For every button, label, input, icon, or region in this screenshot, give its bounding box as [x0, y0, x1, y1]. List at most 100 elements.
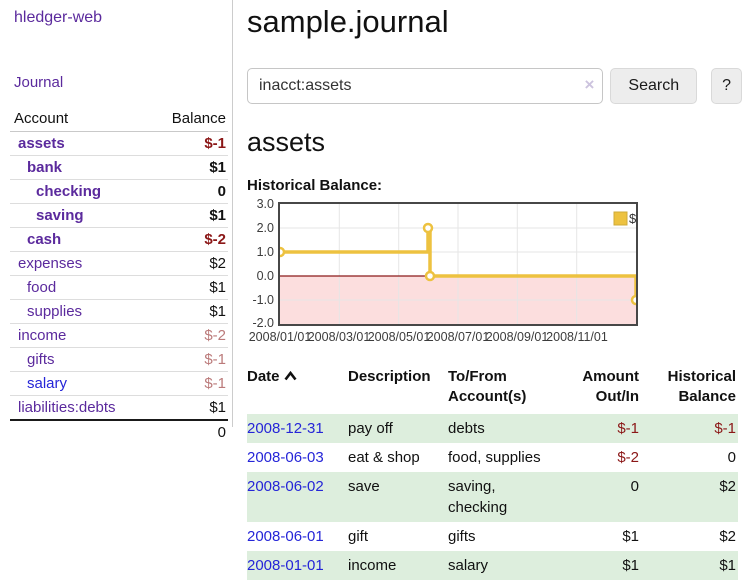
x-axis-tick: 2008/11/01	[546, 330, 608, 344]
transaction-balance: $-1	[714, 419, 736, 437]
register-row: 2008-06-02 save saving, checking 0 $2	[247, 471, 738, 522]
transaction-description: save	[348, 477, 380, 495]
transaction-description: gift	[348, 527, 369, 545]
account-link-assets[interactable]: assets	[18, 135, 65, 152]
transaction-amount: $-2	[617, 448, 639, 466]
accounts-total-value: 0	[149, 419, 228, 444]
main-content: sample.journal × Search ? assets Histori…	[247, 0, 742, 580]
account-balance: $-2	[149, 323, 228, 348]
register-row: 2008-01-01 income salary $1 $1	[247, 550, 738, 580]
legend-label: $	[629, 211, 636, 226]
column-header-description[interactable]: Description	[348, 368, 431, 385]
column-header-date[interactable]: Date	[247, 365, 348, 414]
legend-swatch	[613, 211, 628, 226]
accounts-header-row: Account Balance	[10, 107, 228, 132]
account-row-supplies: supplies $1	[10, 299, 228, 324]
account-link-expenses[interactable]: expenses	[18, 255, 83, 272]
chart-title: Historical Balance:	[247, 177, 383, 194]
account-link-supplies[interactable]: supplies	[27, 303, 83, 320]
accounts-header-balance: Balance	[149, 107, 228, 132]
account-link-checking[interactable]: checking	[36, 183, 102, 200]
transaction-description: eat & shop	[348, 448, 420, 466]
account-row-assets: assets $-1	[10, 131, 228, 156]
account-row-income: income $-2	[10, 323, 228, 348]
x-axis-tick: 2008/01/01	[248, 330, 312, 344]
account-row-cash: cash $-2	[10, 227, 228, 252]
transaction-date-link[interactable]: 2008-01-01	[247, 556, 324, 574]
account-link-liabilities-debts[interactable]: liabilities:debts	[18, 399, 116, 416]
accounts-header-account: Account	[10, 107, 150, 132]
account-link-cash[interactable]: cash	[27, 231, 62, 248]
transaction-balance: $2	[719, 477, 736, 495]
y-axis-tick: 1.0	[256, 245, 274, 259]
x-axis-tick: 2008/05/01	[367, 330, 431, 344]
account-balance: $-1	[149, 371, 228, 396]
sidebar-divider	[232, 0, 233, 427]
transaction-amount: 0	[630, 477, 639, 495]
historical-balance-chart: 3.0 2.0 1.0 0.0 -1.0 -2.0	[247, 197, 742, 348]
account-row-expenses: expenses $2	[10, 251, 228, 276]
account-row-saving: saving $1	[10, 203, 228, 228]
account-row-salary: salary $-1	[10, 371, 228, 396]
y-axis-tick: -1.0	[252, 293, 274, 307]
account-balance: $-1	[149, 131, 228, 156]
account-balance: $1	[149, 203, 228, 228]
transaction-accounts: saving, checking	[448, 477, 508, 516]
transaction-accounts: salary	[448, 556, 489, 574]
account-row-liabilities-debts: liabilities:debts $1	[10, 395, 228, 421]
account-row-gifts: gifts $-1	[10, 347, 228, 372]
column-header-accounts[interactable]: To/From Account(s)	[448, 368, 527, 406]
y-axis-tick: 3.0	[256, 197, 274, 211]
account-balance: $1	[149, 299, 228, 324]
register-table: Date Description To/From Account(s) Amou…	[247, 365, 738, 580]
account-balance: $-2	[149, 227, 228, 252]
page-title: sample.journal	[247, 4, 449, 39]
account-balance: $1	[149, 395, 228, 421]
transaction-description: pay off	[348, 419, 393, 437]
transaction-date-link[interactable]: 2008-06-02	[247, 477, 324, 495]
account-row-bank: bank $1	[10, 155, 228, 180]
x-axis-tick: 2008/09/01	[485, 330, 549, 344]
account-balance: $2	[149, 251, 228, 276]
account-link-salary[interactable]: salary	[27, 375, 68, 392]
transaction-balance: $2	[719, 527, 736, 545]
transaction-date-link[interactable]: 2008-06-03	[247, 448, 324, 466]
y-axis-tick: -2.0	[252, 316, 274, 330]
account-balance: $1	[149, 155, 228, 180]
transaction-amount: $-1	[617, 419, 639, 437]
x-axis-tick: 2008/07/01	[426, 330, 490, 344]
account-link-bank[interactable]: bank	[27, 159, 63, 176]
x-axis-tick: 2008/03/01	[307, 330, 371, 344]
transaction-accounts: debts	[448, 419, 485, 437]
transaction-amount: $1	[622, 556, 639, 574]
y-axis-tick: 2.0	[256, 221, 274, 235]
account-link-income[interactable]: income	[18, 327, 67, 344]
search-input[interactable]	[247, 68, 604, 104]
transaction-date-link[interactable]: 2008-06-01	[247, 527, 324, 545]
column-header-amount[interactable]: Amount Out/In	[582, 368, 639, 406]
search-box: ×	[247, 68, 604, 104]
search-form: × Search ?	[247, 68, 742, 104]
account-balance: $1	[149, 275, 228, 300]
transaction-balance: $1	[719, 556, 736, 574]
account-link-food[interactable]: food	[27, 279, 57, 296]
accounts-table: Account Balance assets $-1 bank $1 check…	[10, 107, 228, 444]
sidebar-item-journal[interactable]: Journal	[14, 74, 64, 91]
account-row-food: food $1	[10, 275, 228, 300]
help-button[interactable]: ?	[711, 68, 742, 104]
sort-asc-icon	[283, 367, 297, 387]
register-row: 2008-12-31 pay off debts $-1 $-1	[247, 413, 738, 443]
search-button[interactable]: Search	[610, 68, 698, 104]
transaction-accounts: gifts	[448, 527, 476, 545]
transaction-balance: 0	[727, 448, 736, 466]
account-link-saving[interactable]: saving	[36, 207, 84, 224]
clear-search-icon[interactable]: ×	[584, 75, 595, 94]
app-brand-link[interactable]: hledger-web	[14, 9, 103, 26]
y-axis-tick: 0.0	[256, 269, 274, 283]
account-balance: 0	[149, 179, 228, 204]
account-heading: assets	[247, 127, 326, 157]
transaction-date-link[interactable]: 2008-12-31	[247, 419, 324, 437]
account-link-gifts[interactable]: gifts	[27, 351, 55, 368]
column-header-balance[interactable]: Historical Balance	[667, 368, 736, 406]
transaction-accounts: food, supplies	[448, 448, 541, 466]
